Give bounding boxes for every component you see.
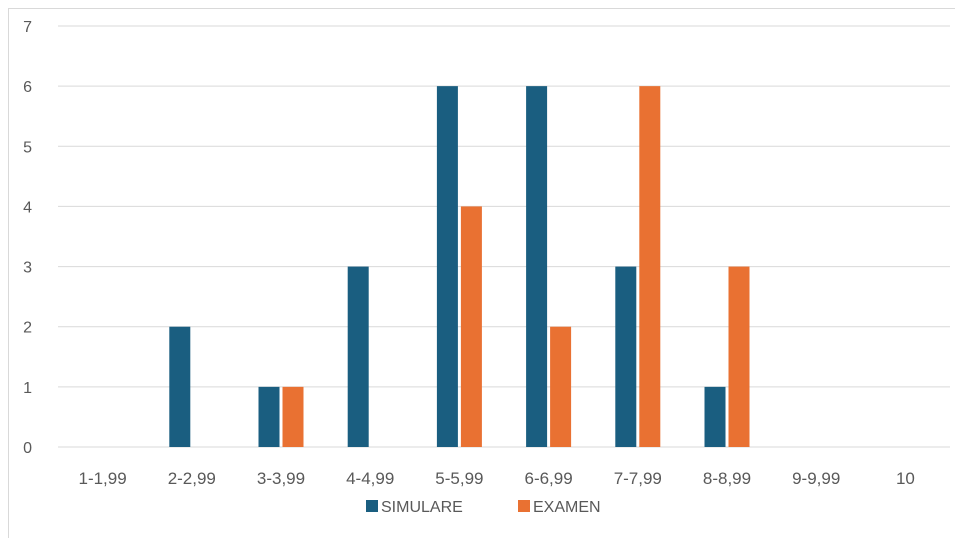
bar-simulare-5 [526, 86, 548, 448]
bar-simulare-7 [704, 386, 726, 447]
x-tick-label: 3-3,99 [257, 469, 305, 488]
bar-examen-2 [282, 386, 304, 447]
legend: SIMULARE EXAMEN [366, 499, 601, 516]
x-tick-label: 9-9,99 [792, 469, 840, 488]
legend-item-examen: EXAMEN [518, 499, 601, 516]
y-tick-label: 0 [23, 440, 32, 457]
bar-simulare-1 [169, 326, 191, 447]
bar-examen-7 [728, 266, 750, 447]
legend-label: EXAMEN [533, 499, 601, 516]
x-tick-label: 6-6,99 [524, 469, 572, 488]
legend-item-simulare: SIMULARE [366, 499, 463, 516]
y-tick-label: 4 [23, 199, 32, 216]
y-tick-label: 3 [23, 260, 32, 277]
legend-swatch [518, 500, 530, 512]
y-tick-label: 2 [23, 320, 32, 337]
y-axis-tick-labels: 0 1 2 3 4 5 6 7 [23, 19, 32, 457]
y-tick-label: 1 [23, 380, 32, 397]
gridlines [58, 25, 950, 448]
x-tick-label: 2-2,99 [168, 469, 216, 488]
y-tick-label: 5 [23, 139, 32, 156]
bar-simulare-3 [347, 266, 369, 447]
chart-frame [8, 8, 955, 538]
x-tick-label: 8-8,99 [703, 469, 751, 488]
x-tick-label: 10 [896, 469, 915, 488]
x-tick-label: 7-7,99 [614, 469, 662, 488]
bar-examen-5 [550, 326, 572, 447]
y-tick-label: 7 [23, 19, 32, 36]
y-tick-label: 6 [23, 79, 32, 96]
bar-examen-6 [639, 86, 661, 448]
bar-simulare-6 [615, 266, 637, 447]
x-axis-tick-labels: 1-1,99 2-2,99 3-3,99 4-4,99 5-5,99 6-6,99 7-7,… [78, 469, 914, 488]
x-tick-label: 5-5,99 [435, 469, 483, 488]
bar-simulare-2 [258, 386, 280, 447]
x-tick-label: 1-1,99 [78, 469, 126, 488]
bar-examen-4 [460, 206, 482, 447]
x-tick-label: 4-4,99 [346, 469, 394, 488]
bar-simulare-4 [436, 86, 458, 448]
legend-swatch [366, 500, 378, 512]
legend-label: SIMULARE [381, 499, 463, 516]
bars [169, 86, 750, 448]
